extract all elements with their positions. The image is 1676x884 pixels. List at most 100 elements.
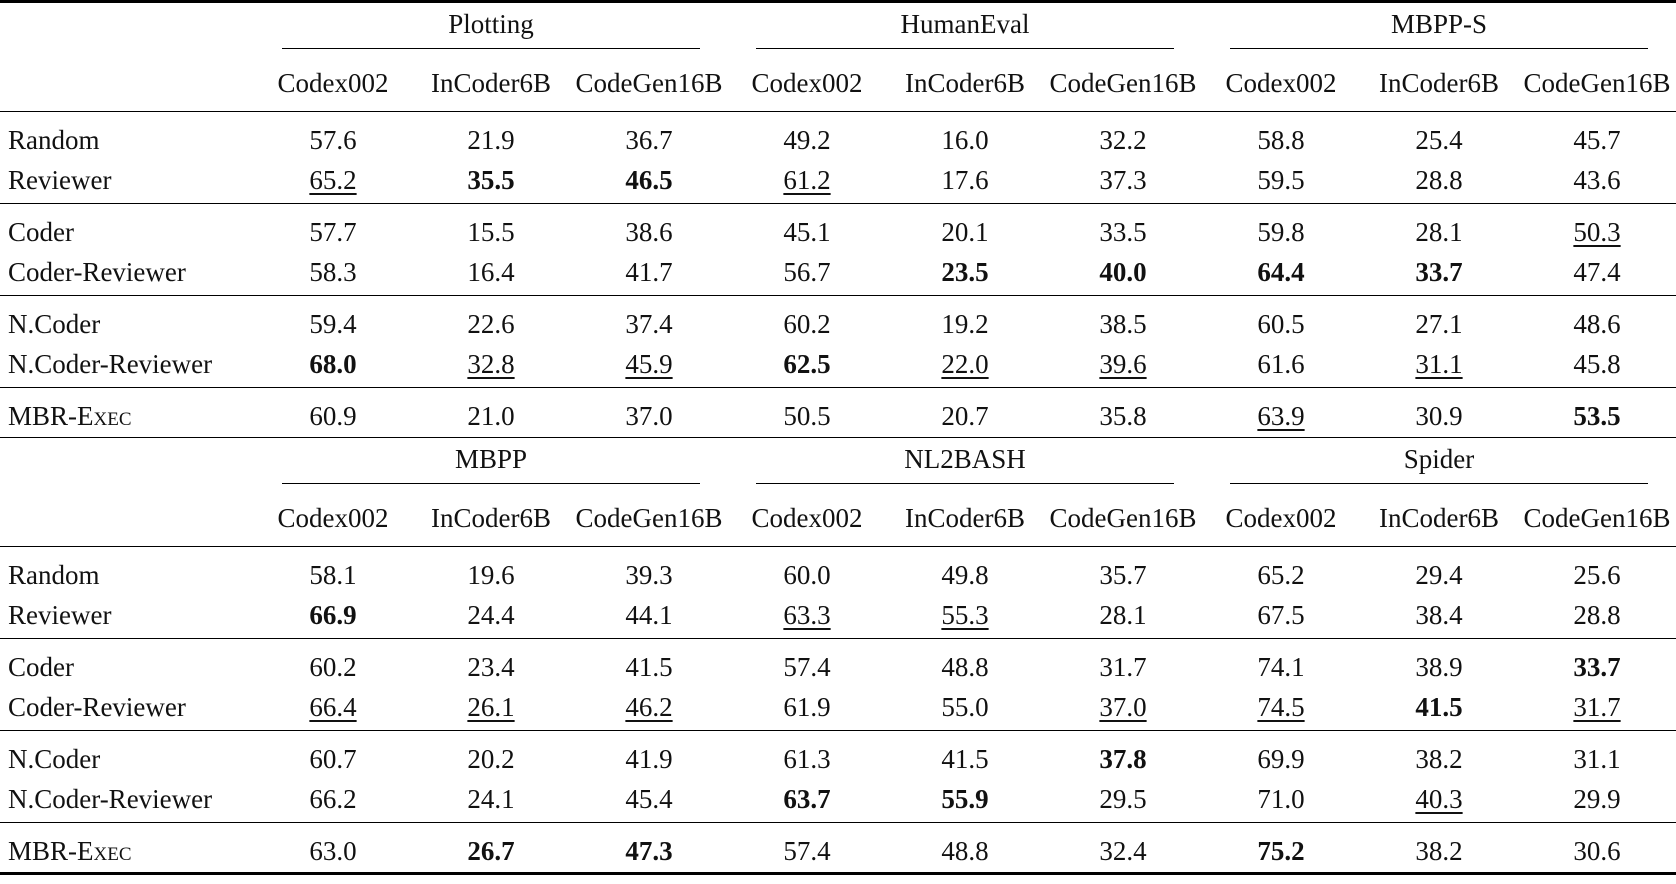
score-value: 67.5	[1257, 599, 1305, 630]
table-row: MBR-Exec 63.0 26.7 47.3 57.4 48.8 32.4 75.2 38.2…	[0, 822, 1676, 875]
model-header: CodeGen16B	[1049, 502, 1197, 533]
score-value: 26.7	[467, 836, 515, 866]
score-cell: 24.1	[412, 780, 570, 823]
model-header: InCoder6B	[1379, 502, 1499, 533]
score-value: 31.1	[1415, 348, 1463, 379]
dataset-header: NL2BASH	[728, 437, 1202, 490]
score-value: 30.9	[1415, 401, 1463, 431]
score-value: 46.5	[625, 164, 673, 195]
score-value: 60.5	[1257, 309, 1305, 339]
score-value: 15.5	[467, 217, 515, 247]
score-cell: 65.2	[1202, 546, 1360, 596]
score-cell: 28.1	[1360, 203, 1518, 253]
score-value: 59.4	[309, 309, 357, 339]
score-value: 57.4	[783, 652, 831, 682]
score-value: 33.7	[1573, 652, 1621, 682]
score-cell: 57.4	[728, 638, 886, 688]
score-value: 45.4	[625, 783, 673, 814]
score-cell: 61.9	[728, 688, 886, 731]
score-cell: 37.4	[570, 295, 728, 345]
score-value: 32.4	[1099, 836, 1147, 866]
score-value: 48.6	[1573, 309, 1621, 339]
corner-cell	[0, 490, 254, 547]
score-cell: 63.7	[728, 780, 886, 823]
score-value: 30.6	[1573, 836, 1621, 866]
method-name: MBR-Exec	[8, 401, 132, 431]
score-cell: 38.9	[1360, 638, 1518, 688]
score-cell: 40.0	[1044, 253, 1202, 296]
score-cell: 35.7	[1044, 546, 1202, 596]
score-cell: 28.8	[1360, 161, 1518, 204]
model-header: InCoder6B	[905, 67, 1025, 98]
score-value: 45.7	[1573, 125, 1621, 155]
score-cell: 66.9	[254, 596, 412, 639]
model-header: CodeGen16B	[1049, 67, 1197, 98]
score-value: 61.6	[1257, 348, 1305, 379]
model-header: Codex002	[277, 502, 389, 533]
score-cell: 46.2	[570, 688, 728, 731]
score-value: 20.7	[941, 401, 989, 431]
score-value: 71.0	[1257, 783, 1305, 814]
score-cell: 47.4	[1518, 253, 1676, 296]
score-cell: 63.3	[728, 596, 886, 639]
score-cell: 39.6	[1044, 345, 1202, 388]
score-value: 75.2	[1257, 836, 1305, 866]
score-value: 66.2	[309, 783, 357, 814]
method-label: Random	[0, 111, 254, 161]
score-cell: 19.6	[412, 546, 570, 596]
score-value: 36.7	[625, 125, 673, 155]
score-value: 37.8	[1099, 744, 1147, 774]
score-cell: 32.2	[1044, 111, 1202, 161]
method-label: Coder	[0, 203, 254, 253]
score-cell: 26.1	[412, 688, 570, 731]
table-row: N.Coder 60.7 20.2 41.9 61.3 41.5 37.8 69.9 38.2 3…	[0, 730, 1676, 780]
score-value: 59.5	[1257, 164, 1305, 195]
score-cell: 22.6	[412, 295, 570, 345]
score-value: 65.2	[309, 164, 357, 195]
score-value: 38.5	[1099, 309, 1147, 339]
score-cell: 30.9	[1360, 387, 1518, 438]
score-cell: 41.5	[570, 638, 728, 688]
score-value: 35.5	[467, 164, 515, 195]
score-value: 53.5	[1573, 401, 1621, 431]
score-value: 41.5	[941, 744, 989, 774]
score-cell: 55.3	[886, 596, 1044, 639]
score-value: 38.2	[1415, 744, 1463, 774]
score-cell: 37.3	[1044, 161, 1202, 204]
method-label: N.Coder-Reviewer	[8, 348, 213, 379]
score-cell: 25.4	[1360, 111, 1518, 161]
score-value: 58.3	[309, 256, 357, 287]
score-value: 74.5	[1257, 691, 1305, 722]
table-row: Reviewer 66.9 24.4 44.1 63.3 55.3 28.1 67.5 38.4…	[0, 596, 1676, 639]
score-cell: 44.1	[570, 596, 728, 639]
score-cell: 31.1	[1360, 345, 1518, 388]
score-cell: 63.9	[1202, 387, 1360, 438]
score-cell: 38.4	[1360, 596, 1518, 639]
score-value: 25.4	[1415, 125, 1463, 155]
score-cell: 16.0	[886, 111, 1044, 161]
score-value: 37.0	[1099, 691, 1147, 722]
table-row: Coder 57.7 15.5 38.6 45.1 20.1 33.5 59.8 28.1 50.…	[0, 203, 1676, 253]
score-value: 45.1	[783, 217, 831, 247]
method-label: MBR-Exec	[0, 822, 254, 875]
score-value: 29.9	[1573, 783, 1621, 814]
score-value: 22.0	[941, 348, 989, 379]
score-cell: 46.5	[570, 161, 728, 204]
score-value: 38.2	[1415, 836, 1463, 866]
score-value: 26.1	[467, 691, 515, 722]
score-cell: 59.4	[254, 295, 412, 345]
score-cell: 20.7	[886, 387, 1044, 438]
score-value: 27.1	[1415, 309, 1463, 339]
score-value: 31.7	[1573, 691, 1621, 722]
score-cell: 41.9	[570, 730, 728, 780]
score-cell: 55.0	[886, 688, 1044, 731]
score-cell: 60.2	[254, 638, 412, 688]
dataset-header: MBPP	[254, 437, 728, 490]
dataset-name: MBPP-S	[1230, 9, 1648, 49]
score-value: 28.8	[1415, 164, 1463, 195]
score-cell: 15.5	[412, 203, 570, 253]
score-value: 32.2	[1099, 125, 1147, 155]
score-value: 57.4	[783, 836, 831, 866]
